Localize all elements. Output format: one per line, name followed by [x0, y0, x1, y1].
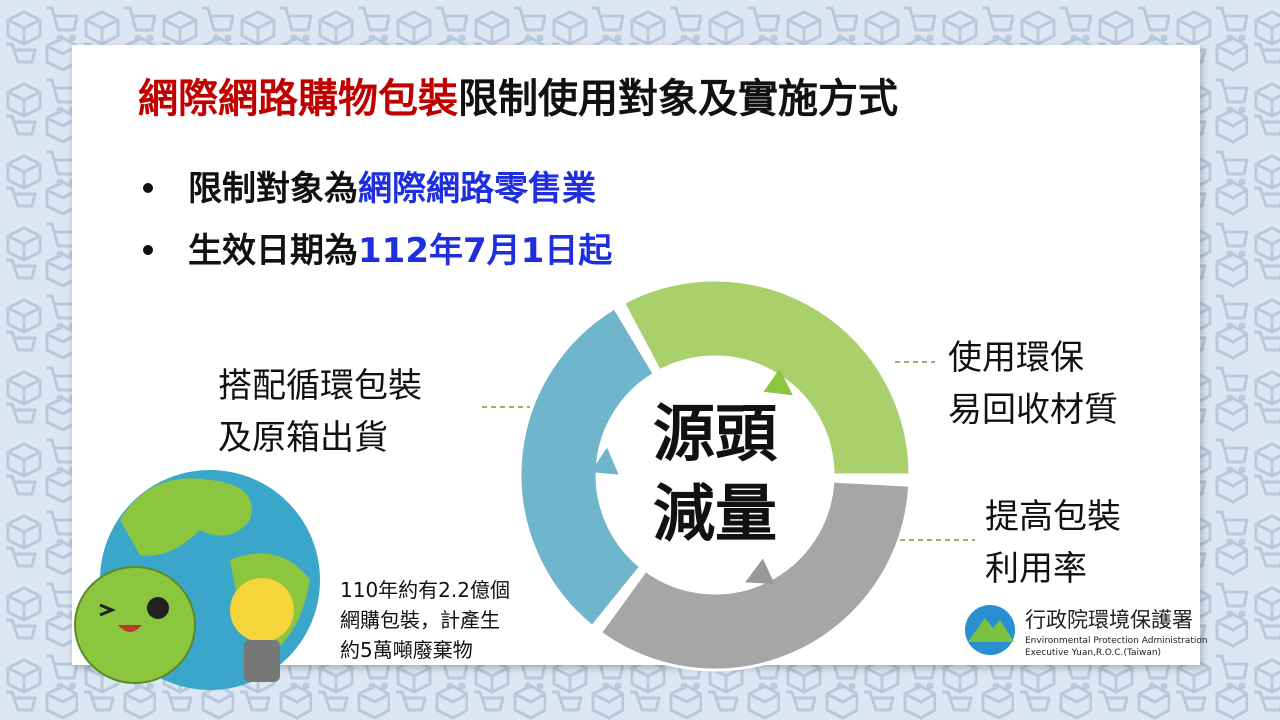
note: 網購包裝，計產生: [340, 608, 500, 632]
bullet: 生效日期為112年7月1日起: [188, 231, 613, 271]
logo-name: 行政院環境保護署: [1025, 608, 1193, 632]
inner-ring: [602, 362, 828, 588]
center-text: 減量: [653, 477, 777, 550]
bullet: 限制對象為網際網路零售業: [188, 169, 596, 209]
cycle-ring: [518, 278, 912, 672]
ring-segment: [621, 278, 912, 477]
mascot-wink: [99, 603, 116, 617]
mascot-eye: [147, 597, 169, 619]
note: 約5萬噸廢棄物: [340, 638, 473, 662]
bullet-highlight: 112年7月1日起: [358, 231, 613, 271]
cycle-label: 及原箱出貨: [218, 418, 388, 458]
cycle-label: 搭配循環包裝: [218, 366, 422, 406]
connectors: [482, 361, 975, 541]
ring-segment: [518, 305, 657, 629]
title-rest: 限制使用對象及實施方式: [458, 76, 898, 122]
bullet-dot: [143, 245, 153, 255]
center-text: 源頭: [653, 397, 778, 470]
bullet-highlight: 網際網路零售業: [358, 169, 596, 209]
logo: 行政院環境保護署 Environmental Protection Admini…: [965, 605, 1208, 658]
bullet-dot: [143, 183, 153, 193]
logo-english: Environmental Protection Administration: [1025, 636, 1208, 646]
bullet-text: 生效日期為: [188, 231, 358, 271]
title: 網際網路購物包裝限制使用對象及實施方式: [138, 76, 898, 122]
bulb: [230, 578, 294, 642]
land: [120, 478, 252, 556]
cycle-label: 易回收材質: [948, 390, 1118, 430]
logo-mountain: [968, 618, 1014, 642]
cycle-label: 利用率: [985, 549, 1087, 589]
ring-arrow: [745, 558, 775, 585]
ring-segment: [598, 479, 912, 672]
note: 110年約有2.2億個: [340, 578, 510, 602]
cycle-label: 使用環保: [948, 338, 1084, 378]
cycle-label: 提高包裝: [985, 497, 1121, 537]
mascot-mouth: [118, 625, 142, 632]
title-highlight: 網際網路購物包裝: [138, 76, 458, 122]
ring-arrow: [590, 447, 619, 475]
ring-arrow: [763, 368, 793, 396]
bullet-text: 限制對象為: [188, 169, 358, 209]
illustration: [74, 470, 320, 690]
bulb-base: [244, 640, 280, 682]
logo-english: Executive Yuan,R.O.C.(Taiwan): [1025, 648, 1161, 658]
